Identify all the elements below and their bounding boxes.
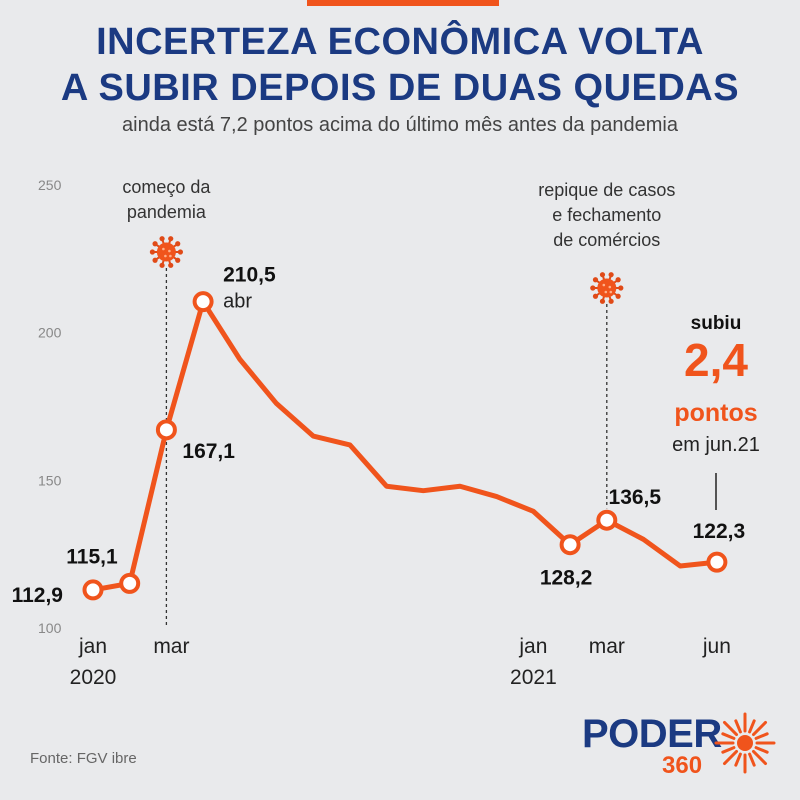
callout-line1: subiu xyxy=(691,313,742,334)
title-line-2: A SUBIR DEPOIS DE DUAS QUEDAS xyxy=(60,67,740,109)
x-tick-month: jan xyxy=(518,635,547,658)
sun-ray xyxy=(748,719,756,734)
data-point-marker xyxy=(192,291,214,313)
data-label: 112,9 xyxy=(12,584,63,607)
virus-icon xyxy=(149,236,183,268)
x-tick-month: mar xyxy=(153,635,189,658)
x-tick-month: jan xyxy=(78,635,107,658)
annotation-text: de comércios xyxy=(553,230,660,250)
data-point-marker xyxy=(559,534,581,556)
sun-ray xyxy=(748,752,756,767)
annotation-text: pandemia xyxy=(127,202,207,222)
sun-ray xyxy=(722,720,739,737)
sun-ray xyxy=(754,732,769,740)
sun-ray xyxy=(734,719,742,734)
sun-ray xyxy=(721,746,736,754)
y-tick-label: 200 xyxy=(38,325,62,341)
annotation-text: repique de casos xyxy=(538,180,675,200)
sun-ray xyxy=(751,749,768,766)
sun-ray xyxy=(734,752,742,767)
logo-word: PODER xyxy=(582,712,722,756)
data-label: 167,1 xyxy=(182,440,235,463)
sun-ray xyxy=(721,732,736,740)
x-tick-month: mar xyxy=(589,635,625,658)
sun-logo-icon xyxy=(714,712,776,774)
data-label: 122,3 xyxy=(693,520,746,543)
data-label: 136,5 xyxy=(609,486,662,509)
y-tick-label: 100 xyxy=(38,620,62,636)
title-line-1: INCERTEZA ECONÔMICA VOLTA xyxy=(96,21,704,63)
annotation-text: e fechamento xyxy=(552,205,661,225)
data-label: 115,1 xyxy=(66,545,118,568)
logo-number: 360 xyxy=(662,752,703,779)
sun-ray xyxy=(722,749,739,766)
data-label: 128,2 xyxy=(540,567,593,590)
subtitle: ainda está 7,2 pontos acima do último mê… xyxy=(122,114,678,136)
sun-ray xyxy=(751,720,768,737)
y-tick-label: 250 xyxy=(38,177,62,193)
x-tick-month: jun xyxy=(702,635,731,658)
data-label-sub: abr xyxy=(223,291,252,313)
top-accent-bar xyxy=(307,0,499,6)
callout-line2: pontos xyxy=(674,399,757,427)
data-point-marker xyxy=(119,572,141,594)
source-note: Fonte: FGV ibre xyxy=(30,750,137,767)
callout-value: 2,4 xyxy=(684,334,748,386)
sun-ray xyxy=(754,746,769,754)
data-point-marker xyxy=(596,509,618,531)
data-point-marker xyxy=(82,579,104,601)
y-tick-label: 150 xyxy=(38,472,62,488)
virus-icon xyxy=(590,272,624,304)
callout-line3: em jun.21 xyxy=(672,434,760,456)
data-label: 210,5 xyxy=(223,264,276,287)
x-tick-year: 2020 xyxy=(70,666,117,689)
data-point-marker xyxy=(706,551,728,573)
data-point-marker xyxy=(155,419,177,441)
x-tick-year: 2021 xyxy=(510,666,557,689)
annotation-text: começo da xyxy=(122,177,211,197)
